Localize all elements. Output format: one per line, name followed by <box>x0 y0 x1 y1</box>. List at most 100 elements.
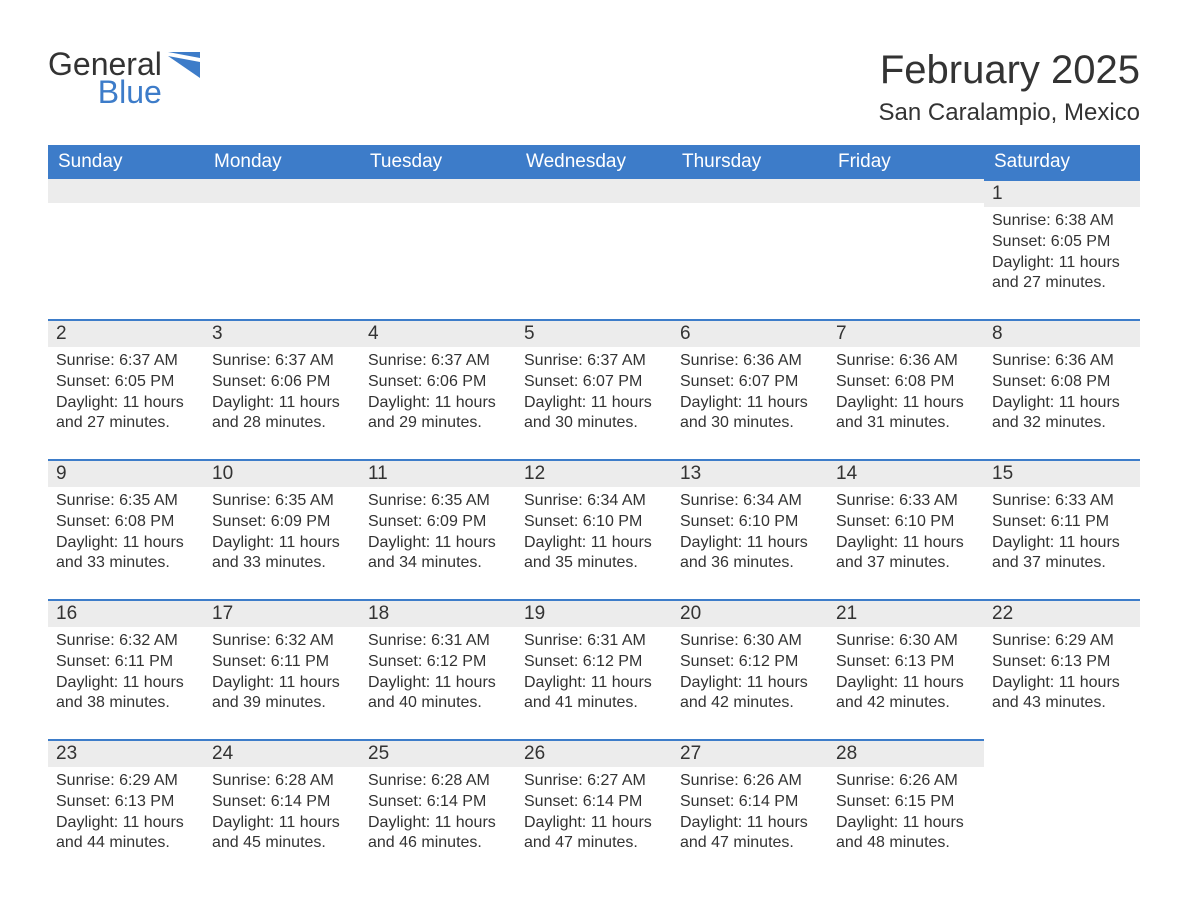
daylight-text: Daylight: 11 hours and 36 minutes. <box>680 533 820 575</box>
sunrise-text: Sunrise: 6:36 AM <box>992 351 1132 372</box>
daylight-text: Daylight: 11 hours and 41 minutes. <box>524 673 664 715</box>
day-number: 14 <box>828 459 984 487</box>
sunset-text: Sunset: 6:06 PM <box>368 372 508 393</box>
sunrise-text: Sunrise: 6:30 AM <box>680 631 820 652</box>
day-details: Sunrise: 6:35 AMSunset: 6:08 PMDaylight:… <box>48 487 204 582</box>
logo-text: General Blue <box>48 48 162 108</box>
day-cell: 17Sunrise: 6:32 AMSunset: 6:11 PMDayligh… <box>204 599 360 739</box>
header: General Blue February 2025 San Caralampi… <box>48 48 1140 127</box>
day-number: 15 <box>984 459 1140 487</box>
day-number: 28 <box>828 739 984 767</box>
day-details: Sunrise: 6:27 AMSunset: 6:14 PMDaylight:… <box>516 767 672 862</box>
weekday-header: Friday <box>828 145 984 179</box>
day-cell: 9Sunrise: 6:35 AMSunset: 6:08 PMDaylight… <box>48 459 204 599</box>
day-details: Sunrise: 6:31 AMSunset: 6:12 PMDaylight:… <box>360 627 516 722</box>
week-row: 16Sunrise: 6:32 AMSunset: 6:11 PMDayligh… <box>48 599 1140 739</box>
day-number: 4 <box>360 319 516 347</box>
day-cell: 6Sunrise: 6:36 AMSunset: 6:07 PMDaylight… <box>672 319 828 459</box>
sunrise-text: Sunrise: 6:28 AM <box>368 771 508 792</box>
day-cell: 5Sunrise: 6:37 AMSunset: 6:07 PMDaylight… <box>516 319 672 459</box>
day-cell <box>828 179 984 319</box>
day-details: Sunrise: 6:37 AMSunset: 6:05 PMDaylight:… <box>48 347 204 442</box>
daylight-text: Daylight: 11 hours and 33 minutes. <box>212 533 352 575</box>
daylight-text: Daylight: 11 hours and 38 minutes. <box>56 673 196 715</box>
day-cell: 24Sunrise: 6:28 AMSunset: 6:14 PMDayligh… <box>204 739 360 879</box>
daylight-text: Daylight: 11 hours and 30 minutes. <box>680 393 820 435</box>
title-block: February 2025 San Caralampio, Mexico <box>879 48 1140 127</box>
day-cell <box>672 179 828 319</box>
sunset-text: Sunset: 6:14 PM <box>212 792 352 813</box>
day-number: 24 <box>204 739 360 767</box>
sunrise-text: Sunrise: 6:37 AM <box>524 351 664 372</box>
sunset-text: Sunset: 6:13 PM <box>56 792 196 813</box>
sunrise-text: Sunrise: 6:37 AM <box>212 351 352 372</box>
day-number: 16 <box>48 599 204 627</box>
day-cell: 15 Sunrise: 6:33 AMSunset: 6:11 PMDayligh… <box>984 459 1140 599</box>
sunset-text: Sunset: 6:10 PM <box>524 512 664 533</box>
day-details: Sunrise: 6:30 AMSunset: 6:13 PMDaylight:… <box>828 627 984 722</box>
sunset-text: Sunset: 6:05 PM <box>992 232 1132 253</box>
day-number: 7 <box>828 319 984 347</box>
sunrise-text: Sunrise: 6:35 AM <box>212 491 352 512</box>
day-cell <box>516 179 672 319</box>
day-cell <box>984 739 1140 879</box>
sunset-text: Sunset: 6:12 PM <box>524 652 664 673</box>
day-cell: 12Sunrise: 6:34 AMSunset: 6:10 PMDayligh… <box>516 459 672 599</box>
day-details: Sunrise: 6:29 AMSunset: 6:13 PMDaylight:… <box>48 767 204 862</box>
day-number: 18 <box>360 599 516 627</box>
daylight-text: Daylight: 11 hours and 40 minutes. <box>368 673 508 715</box>
daylight-text: Daylight: 11 hours and 30 minutes. <box>524 393 664 435</box>
day-details: Sunrise: 6:31 AMSunset: 6:12 PMDaylight:… <box>516 627 672 722</box>
daylight-text: Daylight: 11 hours and 35 minutes. <box>524 533 664 575</box>
weekday-header: Sunday <box>48 145 204 179</box>
sunrise-text: Sunrise: 6:34 AM <box>524 491 664 512</box>
daylight-text: Daylight: 11 hours and 27 minutes. <box>992 253 1132 295</box>
day-number: 8 <box>984 319 1140 347</box>
day-cell: 11Sunrise: 6:35 AMSunset: 6:09 PMDayligh… <box>360 459 516 599</box>
sunset-text: Sunset: 6:12 PM <box>368 652 508 673</box>
daylight-text: Daylight: 11 hours and 27 minutes. <box>56 393 196 435</box>
sunrise-text: Sunrise: 6:38 AM <box>992 211 1132 232</box>
day-details: Sunrise: 6:26 AMSunset: 6:14 PMDaylight:… <box>672 767 828 862</box>
sunset-text: Sunset: 6:08 PM <box>836 372 976 393</box>
daylight-text: Daylight: 11 hours and 31 minutes. <box>836 393 976 435</box>
empty-day-header <box>360 179 516 203</box>
day-number: 9 <box>48 459 204 487</box>
daylight-text: Daylight: 11 hours and 32 minutes. <box>992 393 1132 435</box>
sunrise-text: Sunrise: 6:29 AM <box>56 771 196 792</box>
daylight-text: Daylight: 11 hours and 37 minutes. <box>992 533 1132 575</box>
calendar-header-row: SundayMondayTuesdayWednesdayThursdayFrid… <box>48 145 1140 179</box>
daylight-text: Daylight: 11 hours and 47 minutes. <box>680 813 820 855</box>
day-details: Sunrise: 6:35 AMSunset: 6:09 PMDaylight:… <box>204 487 360 582</box>
location: San Caralampio, Mexico <box>879 99 1140 127</box>
day-cell <box>360 179 516 319</box>
sunset-text: Sunset: 6:05 PM <box>56 372 196 393</box>
day-cell <box>204 179 360 319</box>
day-cell: 4Sunrise: 6:37 AMSunset: 6:06 PMDaylight… <box>360 319 516 459</box>
day-number: 26 <box>516 739 672 767</box>
weekday-header: Monday <box>204 145 360 179</box>
day-details: Sunrise: 6:32 AMSunset: 6:11 PMDaylight:… <box>204 627 360 722</box>
sunrise-text: Sunrise: 6:33 AM <box>992 491 1132 512</box>
sunrise-text: Sunrise: 6:36 AM <box>836 351 976 372</box>
day-number: 2 <box>48 319 204 347</box>
daylight-text: Daylight: 11 hours and 42 minutes. <box>680 673 820 715</box>
day-number: 20 <box>672 599 828 627</box>
sunrise-text: Sunrise: 6:37 AM <box>56 351 196 372</box>
daylight-text: Daylight: 11 hours and 39 minutes. <box>212 673 352 715</box>
day-number: 6 <box>672 319 828 347</box>
day-number: 21 <box>828 599 984 627</box>
empty-day-header <box>672 179 828 203</box>
month-title: February 2025 <box>879 48 1140 93</box>
daylight-text: Daylight: 11 hours and 43 minutes. <box>992 673 1132 715</box>
day-cell: 26Sunrise: 6:27 AMSunset: 6:14 PMDayligh… <box>516 739 672 879</box>
sunset-text: Sunset: 6:10 PM <box>680 512 820 533</box>
sunrise-text: Sunrise: 6:35 AM <box>368 491 508 512</box>
sunset-text: Sunset: 6:11 PM <box>992 512 1132 533</box>
sunset-text: Sunset: 6:13 PM <box>836 652 976 673</box>
day-number: 10 <box>204 459 360 487</box>
sunset-text: Sunset: 6:14 PM <box>680 792 820 813</box>
day-number: 23 <box>48 739 204 767</box>
day-details: Sunrise: 6:35 AMSunset: 6:09 PMDaylight:… <box>360 487 516 582</box>
day-number: 22 <box>984 599 1140 627</box>
